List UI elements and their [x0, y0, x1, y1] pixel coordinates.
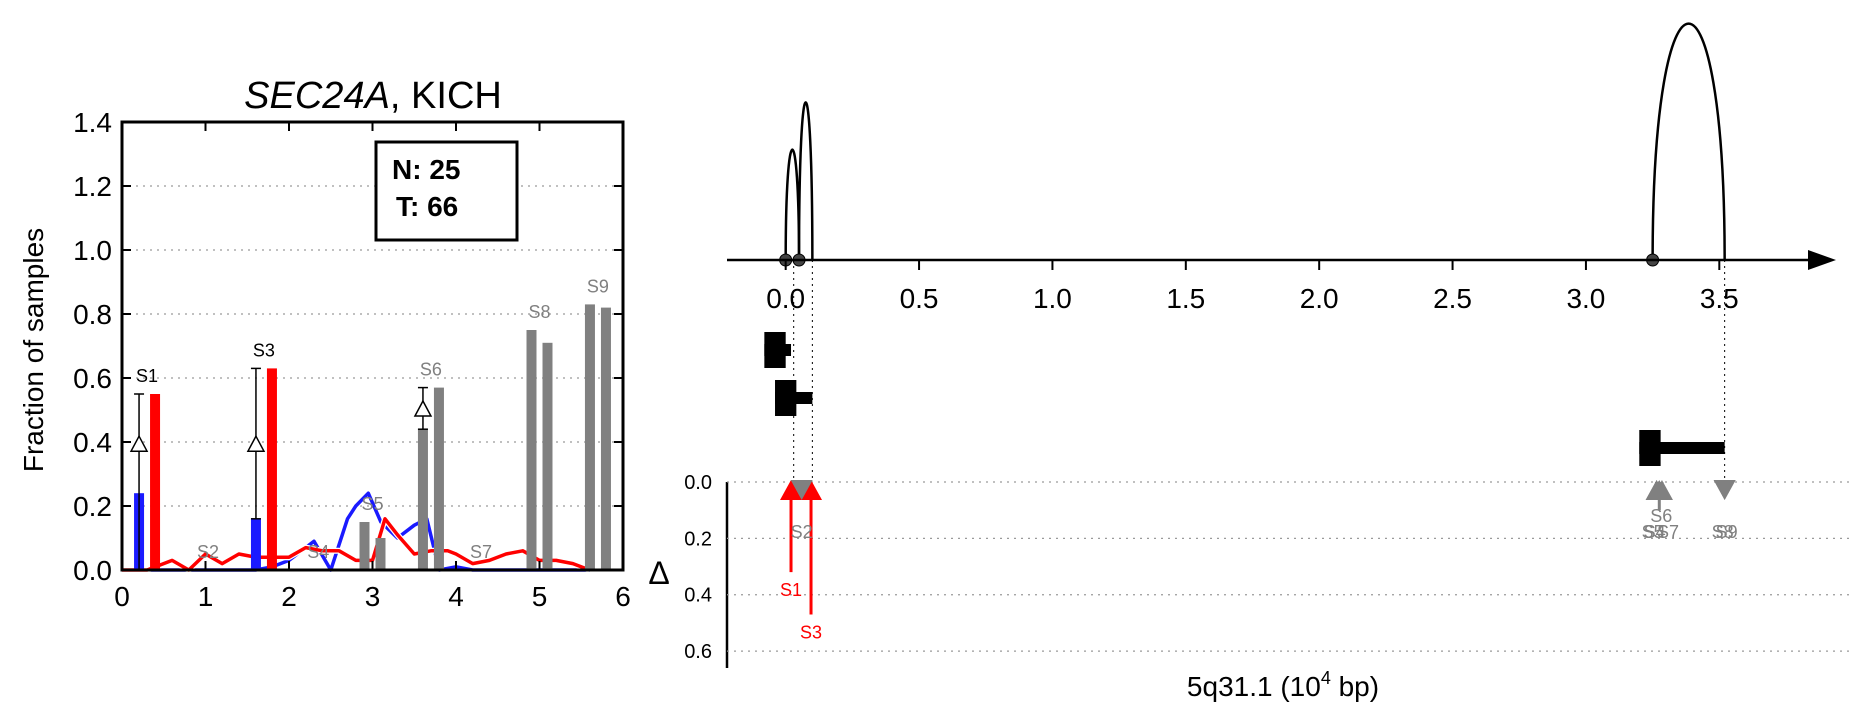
left-xtick-label: 2 [281, 581, 297, 612]
left-ytick-label: 0.6 [73, 363, 112, 394]
legend-n-label: N: 25 [392, 154, 460, 185]
interaction-arc [797, 101, 814, 261]
site-label: S3 [800, 622, 822, 642]
left-bar-tumor [433, 387, 444, 570]
left-bar-label: S6 [420, 360, 442, 380]
right-xtick-label: 2.5 [1433, 283, 1472, 314]
title-gene: SEC24A [244, 75, 390, 117]
left-bar-tumor [150, 394, 161, 570]
left-xtick-label: 5 [532, 581, 548, 612]
left-bar-label: S7 [470, 542, 492, 562]
delta-tick-label: 0.2 [684, 528, 712, 550]
left-ytick-label: 0.0 [73, 555, 112, 586]
left-plot-frame [120, 120, 625, 572]
left-bar-tumor [375, 538, 386, 570]
left-ytick-label: 0.2 [73, 491, 112, 522]
left-bar-normal [417, 429, 428, 570]
right-xtick-label: 3.0 [1566, 283, 1605, 314]
left-ytick-label: 1.0 [73, 235, 112, 266]
right-xlabel-suffix: bp) [1331, 671, 1379, 702]
left-bar-tumor [542, 342, 553, 570]
left-series-line [122, 517, 591, 572]
left-bar-normal [526, 330, 537, 570]
left-bars: S1 S2 S3 S4 S5 S6 S7 S8 S9 [129, 276, 611, 571]
left-bar-normal [584, 304, 595, 570]
left-xtick-label: 0 [114, 581, 130, 612]
left-lines [122, 490, 591, 573]
left-delta-marker [129, 434, 149, 452]
site-marker-down [1713, 480, 1736, 500]
left-ylabel: Fraction of samples [18, 228, 49, 472]
delta-tick-label: 0.0 [684, 472, 712, 494]
right-locus-chart: 0.0 0.5 1.0 1.5 2.0 2.5 3.0 3.5 0.0 0.2 0.4 0.6 Δ S1… [648, 22, 1851, 702]
left-bar-label: S4 [307, 542, 329, 562]
feature-box [1639, 430, 1661, 466]
interaction-arc [1651, 22, 1726, 261]
feature-box [775, 380, 797, 416]
site-marker-up [780, 480, 803, 500]
site-label: S1 [780, 580, 802, 600]
right-features [764, 332, 1725, 466]
legend-t-label: T: 66 [396, 191, 458, 222]
site-label: S2 [791, 522, 813, 542]
left-ytick-label: 0.8 [73, 299, 112, 330]
site-label: S5 [1642, 522, 1664, 542]
feature-box [764, 332, 786, 368]
interaction-arc [784, 148, 801, 261]
left-delta-marker [246, 434, 266, 452]
right-xtick-label: 0.0 [766, 283, 805, 314]
delta-axis-label: Δ [648, 555, 669, 591]
right-xlabel-exp: 4 [1321, 668, 1331, 688]
left-ytick-label: 0.4 [73, 427, 112, 458]
left-bar-label: S9 [587, 276, 609, 296]
title-rest: , KICH [390, 75, 502, 117]
right-xlabel: 5q31.1 (104 bp) [1187, 668, 1379, 702]
left-chart-title: SEC24A, KICH [244, 75, 502, 117]
right-xtick-label: 2.0 [1300, 283, 1339, 314]
site-marker-up [800, 480, 823, 500]
left-xtick-label: 3 [365, 581, 381, 612]
site-label: S7 [1657, 522, 1679, 542]
left-xtick-label: 1 [198, 581, 214, 612]
right-xtick-label: 0.5 [900, 283, 939, 314]
left-delta-marker [413, 399, 433, 417]
left-bar-chart: SEC24A, KICH Fraction of samples S1S2S3S… [18, 75, 631, 612]
delta-tick-label: 0.4 [684, 585, 712, 607]
right-xtick-label: 1.5 [1166, 283, 1205, 314]
left-legend-box: N: 25 T: 66 [374, 140, 519, 242]
delta-tick-label: 0.6 [684, 641, 712, 663]
left-ticks: 0.0 0.2 0.4 0.6 0.8 1.0 1.2 1.4 0 1 2 3 4 5 6 [73, 107, 631, 612]
left-bar-label: S8 [528, 302, 550, 322]
left-bar-label: S3 [253, 340, 275, 360]
site-label: S9 [1716, 522, 1738, 542]
site-marker-up [1648, 480, 1671, 500]
left-bar-label: S5 [361, 494, 383, 514]
left-bar-tumor [600, 307, 611, 570]
left-series-halo [122, 515, 591, 573]
right-arcs [779, 22, 1726, 267]
left-bar-label: S2 [197, 542, 219, 562]
genome-axis-arrowhead [1808, 250, 1836, 270]
right-xtick-label: 3.5 [1700, 283, 1739, 314]
left-bar-label: S1 [136, 366, 158, 386]
left-xtick-label: 4 [448, 581, 464, 612]
left-ytick-label: 1.4 [73, 107, 112, 138]
left-ytick-label: 1.2 [73, 171, 112, 202]
site-marker-down [790, 480, 813, 500]
right-xtick-label: 1.0 [1033, 283, 1072, 314]
left-bar-normal [359, 522, 370, 570]
right-genome-axis: 0.0 0.5 1.0 1.5 2.0 2.5 3.0 3.5 [727, 250, 1836, 314]
legend-frame [374, 140, 519, 242]
right-xlabel-prefix: 5q31.1 (10 [1187, 671, 1321, 702]
left-xtick-label: 6 [615, 581, 631, 612]
site-label: S8 [1712, 522, 1734, 542]
site-label: S4 [1644, 522, 1666, 542]
site-label: S6 [1650, 506, 1672, 526]
left-bar-normal [250, 518, 261, 570]
left-bar-tumor [266, 368, 277, 570]
